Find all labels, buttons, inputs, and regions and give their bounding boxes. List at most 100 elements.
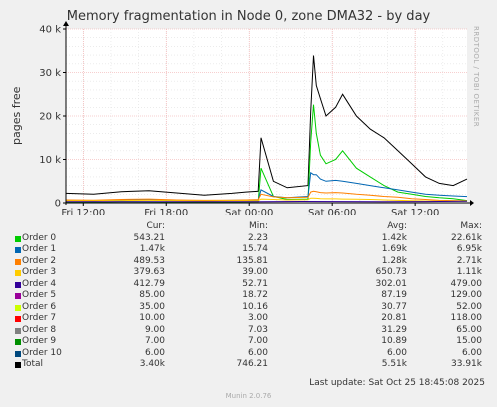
- legend-row: Order 6 35.00 10.16 30.77 52.00: [0, 302, 497, 314]
- legend-min: 18.72: [242, 290, 268, 300]
- legend-name: Total: [22, 359, 44, 369]
- tick-labels: 0 10 k 20 k 30 k 40 k Fri 12:00 Fri 18:00 Sat 0…: [39, 25, 439, 216]
- legend-swatch: [15, 304, 21, 311]
- legend-swatch: [15, 270, 21, 276]
- legend-name: Order 0: [22, 232, 57, 243]
- legend-name: Order 9: [22, 336, 57, 346]
- legend-min: 135.81: [236, 255, 269, 266]
- legend-swatch: [15, 258, 21, 265]
- legend-min: 10.16: [242, 301, 268, 312]
- legend-cur: 3.40k: [139, 359, 165, 369]
- x-tick-label: Fri 12:00: [61, 208, 105, 215]
- legend-min: 39.00: [242, 267, 268, 277]
- legend-max: 1.11k: [456, 267, 482, 277]
- legend-max: 6.95k: [456, 244, 482, 254]
- series-line-total: [65, 55, 468, 196]
- series-line-order-4: [66, 200, 468, 203]
- legend-avg: 5.51k: [381, 359, 407, 369]
- legend-name: Order 4: [22, 278, 57, 289]
- legend-cur: 85.00: [139, 290, 165, 300]
- series-line-order-0: [65, 104, 468, 203]
- legend-cur: 9.00: [144, 324, 165, 335]
- series-line-order-3: [66, 197, 467, 202]
- legend-swatch: [15, 235, 21, 242]
- legend-name: Order 10: [22, 347, 62, 358]
- legend-cur: 489.53: [133, 255, 166, 266]
- legend-swatch: [15, 327, 21, 334]
- legend-row: Order 4 412.79 52.71 302.01 479.00: [0, 279, 497, 291]
- legend-avg: 87.19: [381, 290, 407, 300]
- y-tick-label: 40 k: [39, 25, 61, 36]
- legend-avg: 1.69k: [381, 244, 407, 254]
- legend-row: Order 1 1.47k 15.74 1.69k 6.95k: [0, 244, 497, 256]
- legend-row: Order 5 85.00 18.72 87.19 129.00: [0, 290, 497, 302]
- legend-name: Order 2: [22, 255, 57, 266]
- legend-swatch: [15, 350, 21, 357]
- legend-min: 746.21: [236, 359, 269, 369]
- legend-row: Order 9 7.00 7.00 10.89 15.00: [0, 336, 497, 348]
- legend-row: Order 8 9.00 7.03 31.29 65.00: [0, 325, 497, 337]
- legend-swatch: [15, 247, 21, 253]
- legend-max: 6.00: [461, 347, 482, 358]
- y-axis-arrow: [63, 21, 69, 26]
- chart-title: Memory fragmentation in Node 0, zone DMA…: [66, 9, 431, 24]
- legend-max: 118.00: [450, 313, 483, 323]
- legend-avg: 1.42k: [381, 232, 407, 243]
- legend-avg: 30.77: [381, 301, 407, 312]
- x-tick-label: Sat 06:00: [308, 208, 356, 215]
- legend-min: 7.03: [247, 324, 268, 335]
- legend-max: 65.00: [456, 324, 482, 335]
- x-tick-label: Sat 12:00: [391, 208, 439, 215]
- legend-cur: 10.00: [139, 313, 165, 323]
- legend-name: Order 7: [22, 313, 57, 323]
- legend-name: Order 3: [22, 267, 57, 277]
- legend-row: Total 3.40k 746.21 5.51k 33.91k: [0, 359, 497, 371]
- legend-avg: 20.81: [381, 313, 407, 323]
- legend-min: 52.71: [242, 278, 268, 289]
- legend-name: Order 1: [22, 244, 57, 254]
- legend-min: 7.00: [247, 336, 268, 346]
- x-axis-arrow: [470, 200, 474, 206]
- legend-row: Order 0 543.21 2.23 1.42k 22.61k: [0, 233, 497, 245]
- legend-name: Order 8: [22, 324, 57, 335]
- series-lines: [65, 55, 468, 203]
- legend-name: Order 6: [22, 301, 57, 312]
- legend-swatch: [15, 362, 21, 368]
- legend-swatch: [15, 281, 21, 288]
- legend-avg: 31.29: [381, 324, 407, 335]
- legend-swatch: [15, 339, 21, 345]
- legend-header-cur: Cur:: [146, 221, 165, 231]
- legend-cur: 412.79: [133, 278, 166, 289]
- y-tick-label: 10 k: [39, 155, 61, 166]
- legend-max: 15.00: [456, 336, 482, 346]
- legend-avg: 6.00: [386, 347, 407, 358]
- last-update: Last update: Sat Oct 25 18:45:08 2025: [309, 378, 485, 388]
- legend: Cur: Min: Avg: Max: Order 0 543.21 2.23 1.4…: [0, 221, 497, 371]
- legend-row: Order 10 6.00 6.00 6.00 6.00: [0, 348, 497, 360]
- legend-cur: 6.00: [144, 347, 165, 358]
- legend-avg: 10.89: [381, 336, 407, 346]
- legend-avg: 1.28k: [381, 255, 407, 266]
- legend-header-max: Max:: [460, 221, 482, 231]
- series-line-order-2: [65, 190, 468, 202]
- legend-max: 479.00: [450, 278, 483, 289]
- munin-version: Munin 2.0.76: [225, 392, 272, 400]
- grid: [66, 28, 467, 203]
- legend-name: Order 5: [22, 290, 57, 300]
- y-tick-label: 30 k: [39, 68, 61, 79]
- legend-row: Order 3 379.63 39.00 650.73 1.11k: [0, 267, 497, 279]
- x-tick-label: Fri 18:00: [144, 208, 188, 215]
- axes: [63, 21, 474, 206]
- legend-header: Cur: Min: Avg: Max:: [0, 221, 497, 233]
- legend-max: 129.00: [450, 290, 483, 300]
- legend-swatch: [15, 293, 21, 299]
- legend-max: 22.61k: [451, 232, 482, 243]
- legend-swatch: [15, 316, 21, 322]
- y-tick-label: 0: [55, 199, 61, 210]
- legend-cur: 543.21: [133, 232, 166, 243]
- legend-header-min: Min:: [248, 221, 268, 231]
- legend-max: 2.71k: [456, 255, 482, 266]
- legend-rows: Order 0 543.21 2.23 1.42k 22.61k Order 1 1.47k…: [0, 233, 497, 371]
- legend-cur: 379.63: [133, 267, 166, 277]
- legend-min: 15.74: [242, 244, 268, 254]
